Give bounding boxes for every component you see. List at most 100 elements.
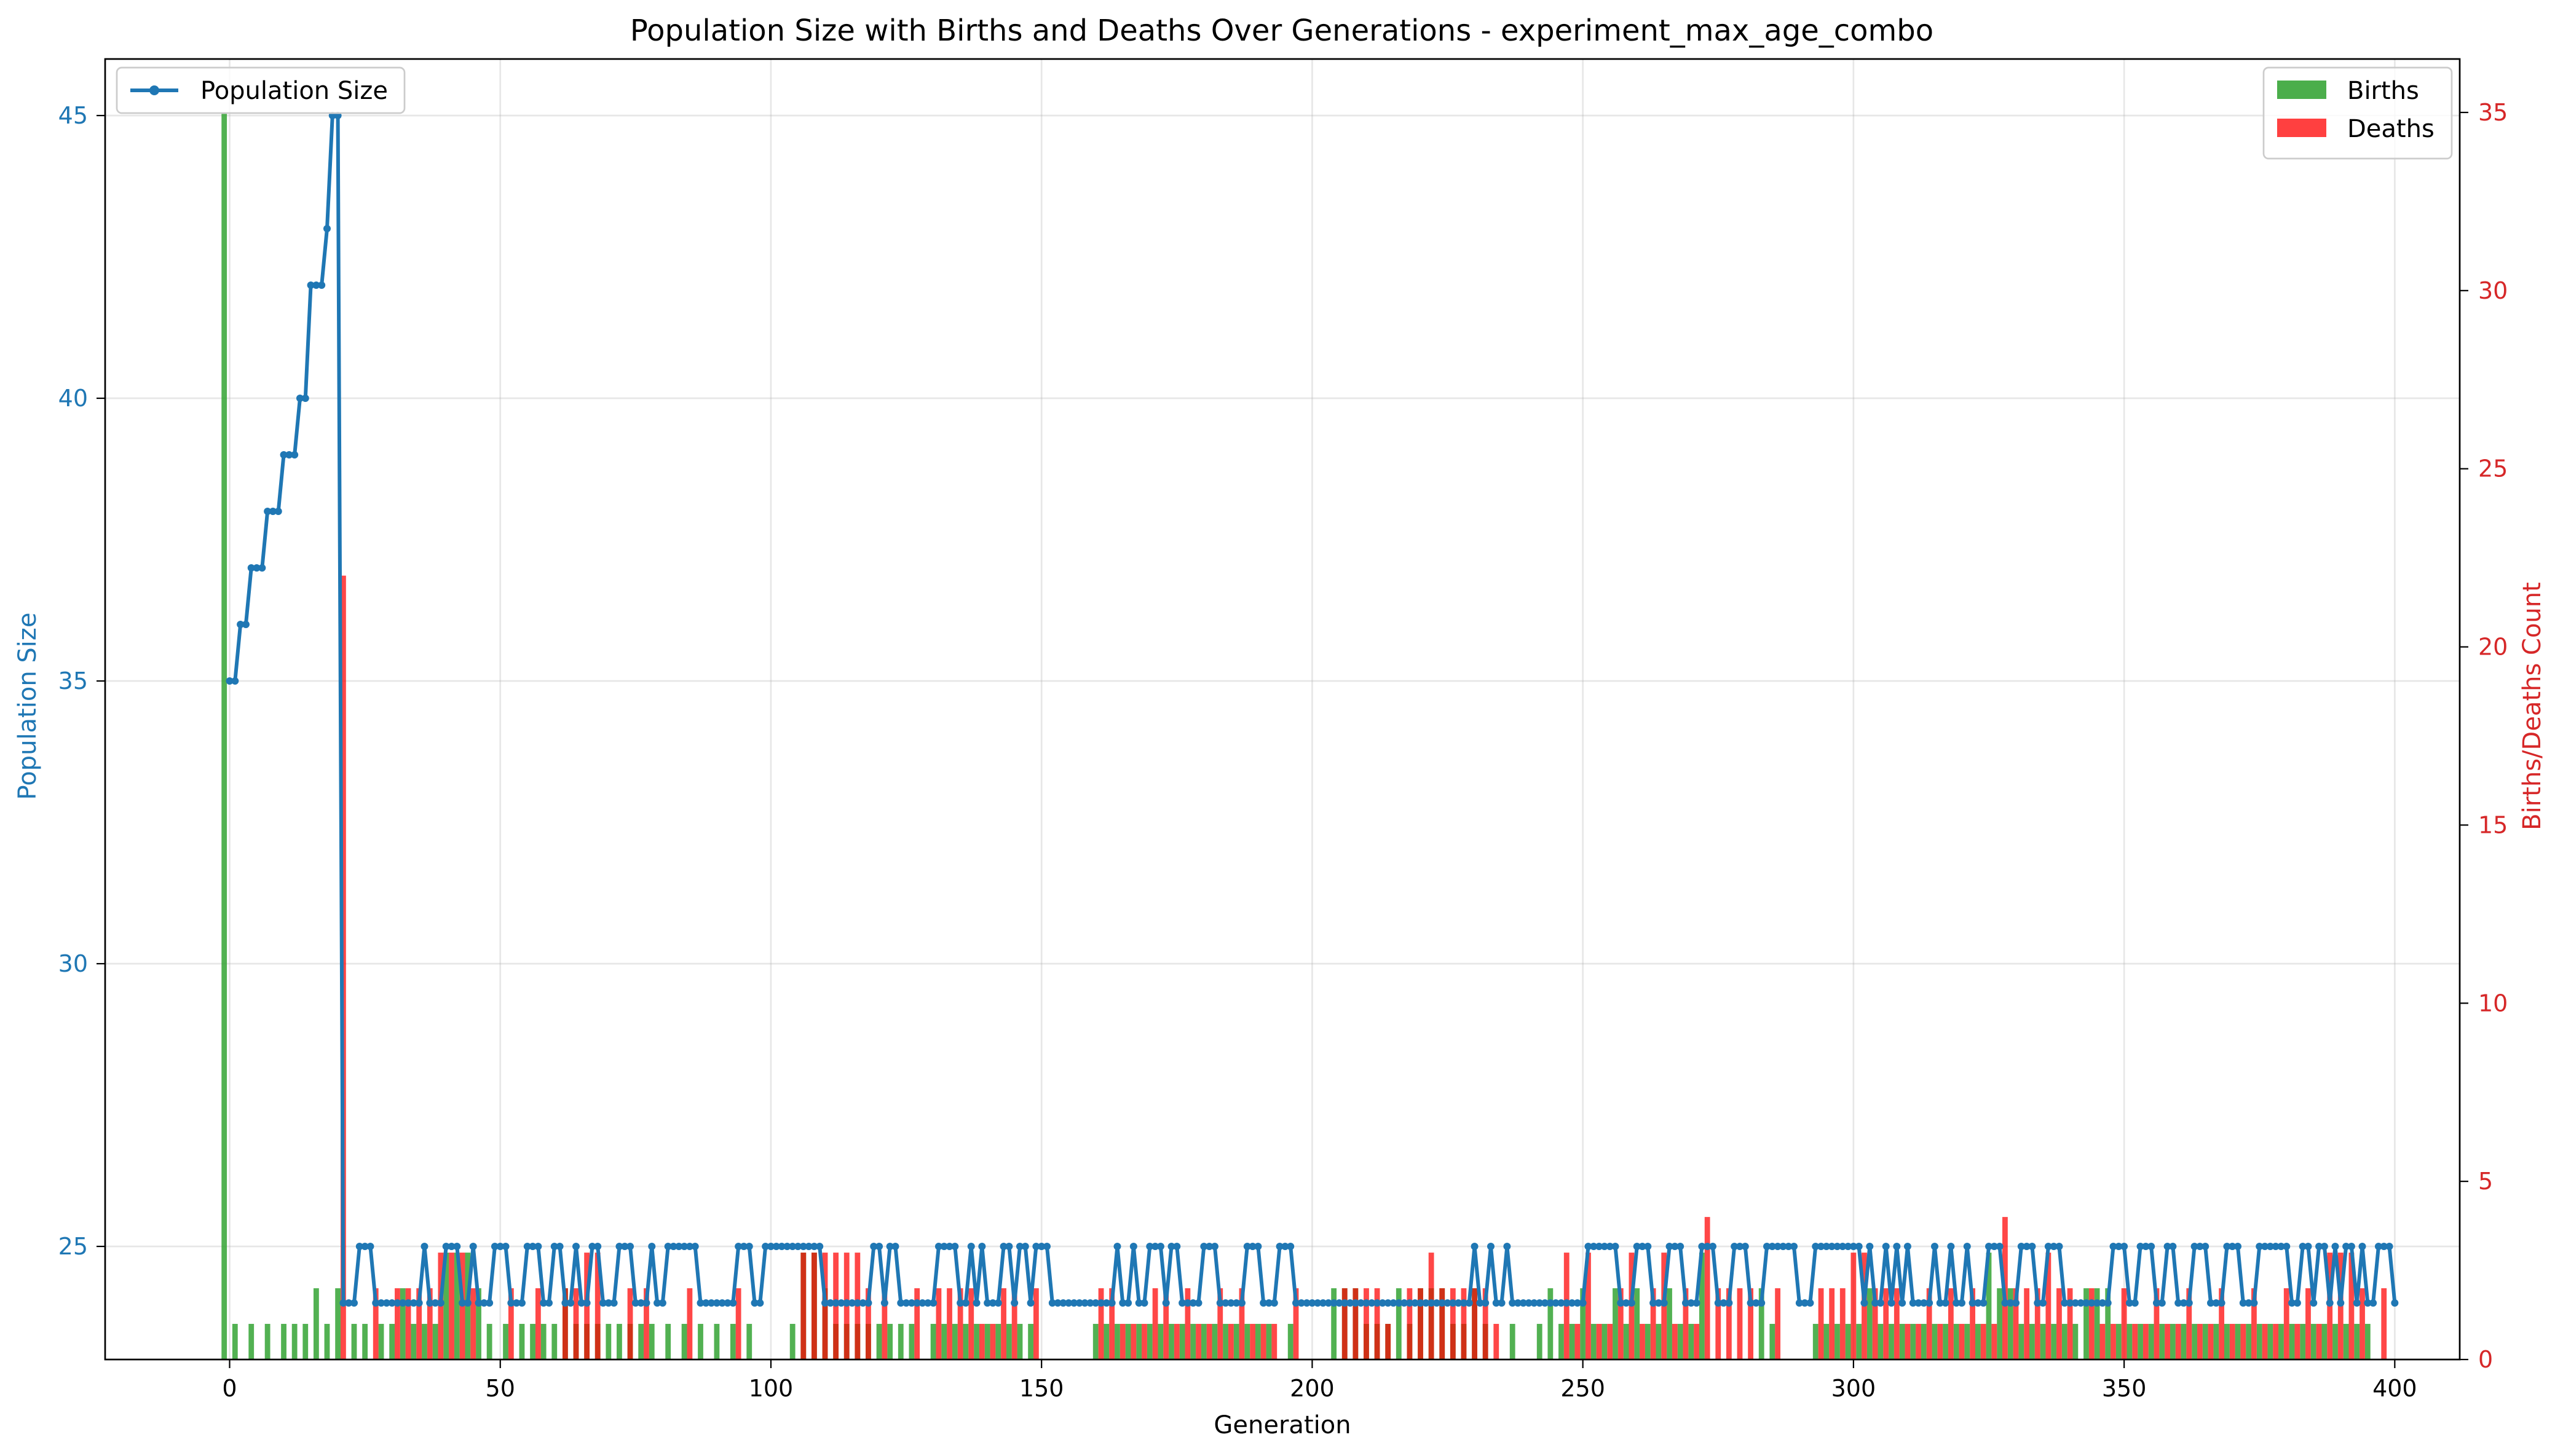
- births-bar: [2321, 1324, 2328, 1360]
- deaths-bar: [1872, 1288, 1878, 1360]
- population-point: [821, 1299, 829, 1307]
- births-bar: [1580, 1288, 1586, 1360]
- births-bar: [476, 1288, 481, 1360]
- births-bar: [221, 112, 227, 1360]
- deaths-bar: [1775, 1288, 1781, 1360]
- population-point: [864, 1299, 872, 1307]
- x-tick-label: 300: [1831, 1375, 1876, 1402]
- population-point: [2185, 1299, 2193, 1307]
- population-point: [1812, 1243, 1820, 1250]
- deaths-bar: [1109, 1288, 1115, 1360]
- deaths-bar: [1482, 1288, 1488, 1360]
- population-point: [1546, 1299, 1554, 1307]
- births-bar: [2235, 1324, 2241, 1360]
- population-point: [729, 1299, 737, 1307]
- left-y-tick-label: 40: [58, 385, 88, 412]
- population-point: [1156, 1243, 1164, 1250]
- population-point: [388, 1299, 396, 1307]
- population-point: [269, 508, 277, 515]
- births-bar: [1190, 1324, 1196, 1360]
- population-point: [745, 1243, 753, 1250]
- population-point: [2380, 1243, 2388, 1250]
- births-bar: [1147, 1324, 1153, 1360]
- births-bar: [2083, 1288, 2089, 1360]
- births-bar: [2018, 1324, 2024, 1360]
- deaths-bar: [1839, 1288, 1846, 1360]
- births-bar: [2127, 1324, 2133, 1360]
- deaths-bar: [2305, 1288, 2311, 1360]
- population-point: [1422, 1299, 1430, 1307]
- population-point: [405, 1299, 413, 1307]
- births-bar: [898, 1324, 904, 1360]
- population-point: [1704, 1243, 1712, 1250]
- population-point: [2369, 1299, 2377, 1307]
- deaths-bar: [573, 1288, 579, 1360]
- population-point: [2288, 1299, 2296, 1307]
- births-bar: [1932, 1324, 1938, 1360]
- deaths-bar: [2165, 1324, 2170, 1360]
- births-bar: [324, 1324, 330, 1360]
- population-point: [1065, 1299, 1073, 1307]
- population-point: [1314, 1299, 1322, 1307]
- population-point: [2169, 1243, 2177, 1250]
- deaths-bar: [1418, 1288, 1423, 1360]
- births-bar: [1975, 1324, 1981, 1360]
- births-bar: [1244, 1324, 1250, 1360]
- population-point: [1384, 1299, 1392, 1307]
- population-point: [2001, 1299, 2009, 1307]
- births-bar: [1125, 1324, 1131, 1360]
- population-point: [1665, 1243, 1673, 1250]
- deaths-bar: [1374, 1288, 1380, 1360]
- deaths-bar: [1650, 1288, 1656, 1360]
- population-point: [621, 1243, 629, 1250]
- population-point: [1054, 1299, 1062, 1307]
- population-point: [1449, 1299, 1457, 1307]
- population-point: [442, 1243, 450, 1250]
- births-bar: [606, 1324, 612, 1360]
- population-point: [1465, 1299, 1473, 1307]
- x-tick-label: 150: [1019, 1375, 1064, 1402]
- population-point: [1498, 1299, 1506, 1307]
- population-point: [1633, 1243, 1641, 1250]
- population-point: [1195, 1299, 1203, 1307]
- population-point: [550, 1243, 558, 1250]
- right-y-tick-label: 25: [2478, 455, 2508, 482]
- population-point: [540, 1299, 548, 1307]
- population-point: [610, 1299, 618, 1307]
- population-point: [778, 1243, 786, 1250]
- deaths-bar: [449, 1253, 454, 1360]
- population-point: [805, 1243, 813, 1250]
- deaths-bar: [1033, 1288, 1039, 1360]
- population-point: [1016, 1243, 1024, 1250]
- deaths-bar: [1206, 1324, 1212, 1360]
- legend-deaths-label: Deaths: [2347, 115, 2435, 143]
- births-bar: [2300, 1324, 2306, 1360]
- population-point: [1747, 1299, 1755, 1307]
- births-bar: [454, 1253, 460, 1360]
- deaths-bar: [508, 1288, 514, 1360]
- births-bar: [248, 1324, 255, 1360]
- births-bar: [2061, 1324, 2067, 1360]
- population-point: [1996, 1243, 2004, 1250]
- population-point: [312, 281, 320, 289]
- deaths-bar: [373, 1288, 379, 1360]
- births-bar: [1623, 1324, 1629, 1360]
- population-point: [1405, 1299, 1413, 1307]
- population-point: [1102, 1299, 1110, 1307]
- births-bar: [2343, 1324, 2349, 1360]
- population-point: [2028, 1243, 2036, 1250]
- population-point: [1920, 1299, 1928, 1307]
- population-point: [1519, 1299, 1527, 1307]
- births-bar: [1899, 1324, 1905, 1360]
- population-point: [1860, 1299, 1868, 1307]
- deaths-bar: [1385, 1324, 1391, 1360]
- population-point: [642, 1299, 650, 1307]
- population-point: [1471, 1243, 1479, 1250]
- births-bar: [313, 1288, 319, 1360]
- deaths-bar: [1970, 1288, 1975, 1360]
- population-point: [1227, 1299, 1235, 1307]
- deaths-bar: [990, 1324, 996, 1360]
- legend-population: Population Size: [116, 66, 406, 114]
- population-point: [713, 1299, 721, 1307]
- births-bar: [1812, 1324, 1819, 1360]
